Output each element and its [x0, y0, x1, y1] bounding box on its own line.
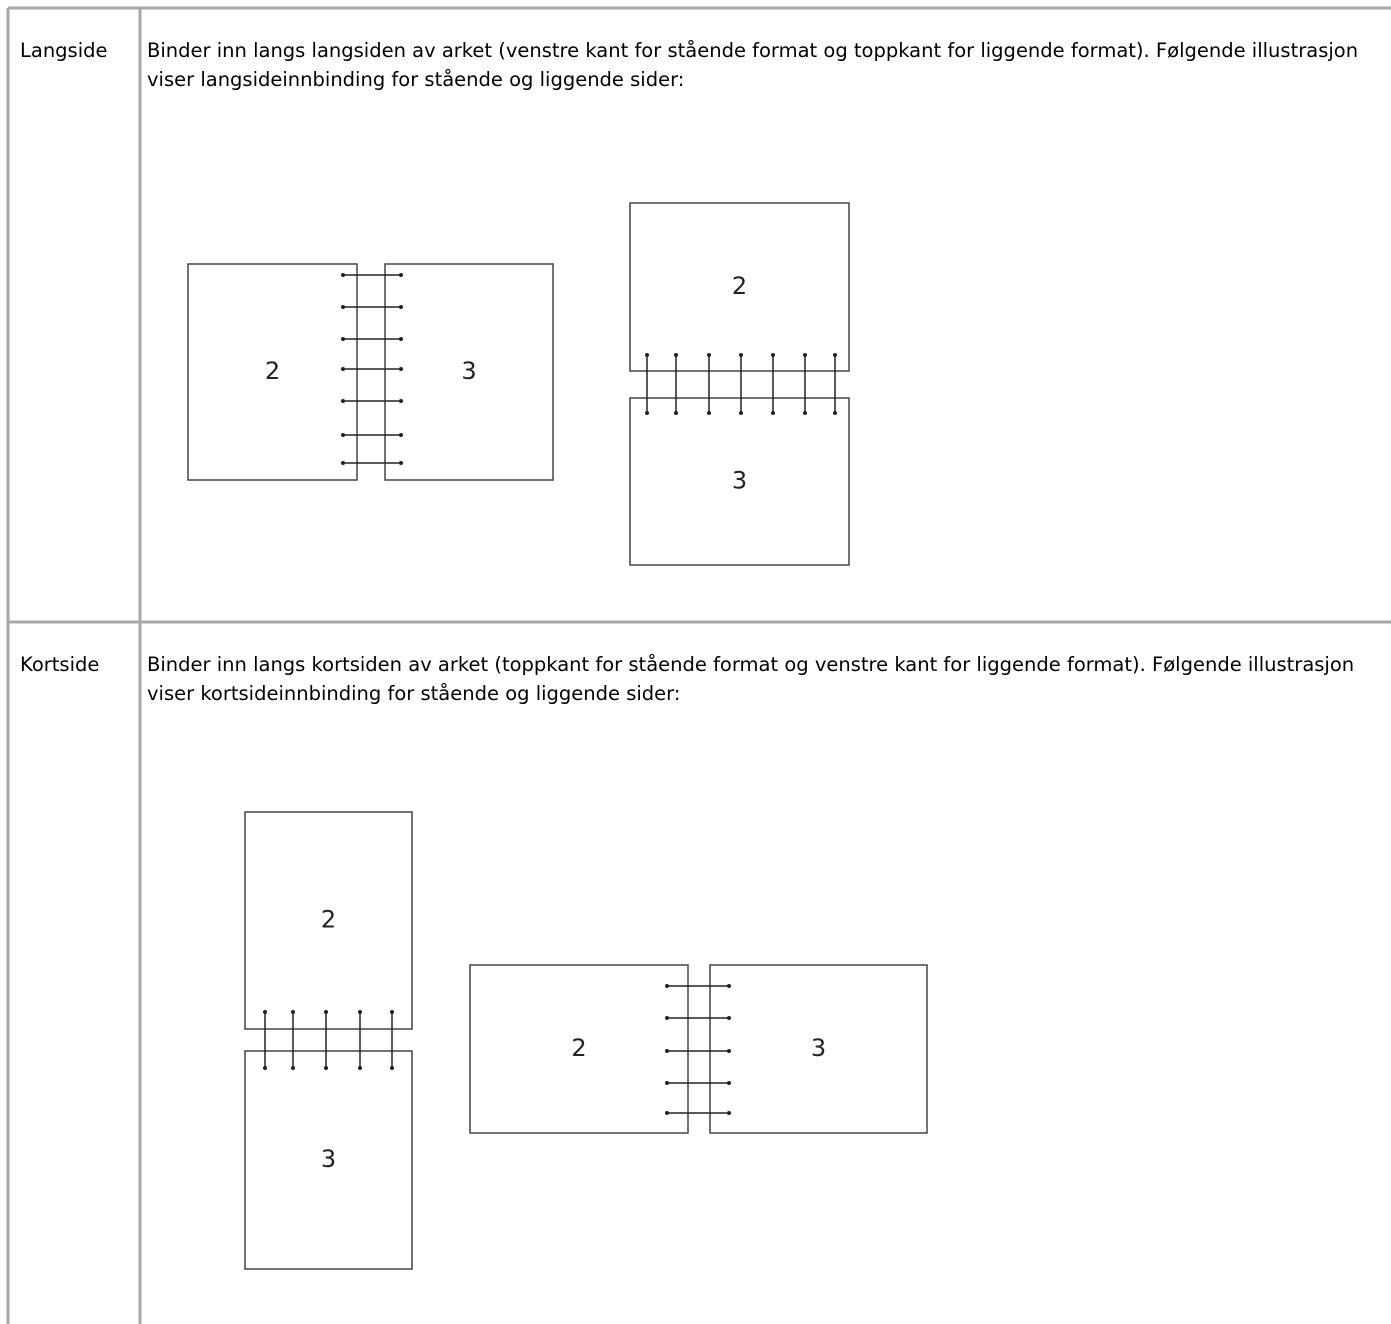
ring-hole: [707, 353, 711, 357]
ring-hole: [665, 984, 669, 988]
ring-hole: [833, 411, 837, 415]
ring-hole: [358, 1066, 362, 1070]
ring-hole: [674, 353, 678, 357]
sheet: [629, 202, 850, 372]
ring-hole: [645, 353, 649, 357]
page-number: 2: [732, 272, 747, 300]
page-number: 3: [321, 1145, 336, 1173]
ring-hole: [399, 305, 403, 309]
ring-hole: [263, 1066, 267, 1070]
page-number: 2: [571, 1034, 586, 1062]
sheet: [469, 964, 689, 1134]
ring-hole: [727, 984, 731, 988]
ring-hole: [727, 1111, 731, 1115]
ring-hole: [399, 433, 403, 437]
page-number: 3: [811, 1034, 826, 1062]
table-borders: [6, 6, 1391, 1324]
ring-hole: [390, 1010, 394, 1014]
ring-hole: [291, 1010, 295, 1014]
page-number: 3: [461, 357, 476, 385]
ring-hole: [358, 1010, 362, 1014]
ring-hole: [341, 337, 345, 341]
row-label: Langside: [20, 39, 108, 62]
ring-hole: [665, 1081, 669, 1085]
page-number: 2: [321, 906, 336, 934]
ring-hole: [399, 367, 403, 371]
ring-hole: [341, 433, 345, 437]
sheet: [709, 964, 928, 1134]
ring-hole: [390, 1066, 394, 1070]
ring-hole: [739, 353, 743, 357]
ring-hole: [291, 1066, 295, 1070]
ring-hole: [399, 399, 403, 403]
ring-hole: [341, 461, 345, 465]
page-number: 2: [265, 357, 280, 385]
sheet: [384, 263, 554, 481]
ring-hole: [674, 411, 678, 415]
ring-hole: [803, 353, 807, 357]
row-label: Kortside: [20, 653, 100, 676]
ring-hole: [263, 1010, 267, 1014]
sheet: [244, 811, 413, 1030]
ring-hole: [341, 399, 345, 403]
ring-hole: [727, 1081, 731, 1085]
sheet: [629, 397, 850, 566]
row-text: Binder inn langs kortsiden av arket (top…: [147, 653, 1355, 705]
ring-hole: [727, 1049, 731, 1053]
ring-hole: [665, 1049, 669, 1053]
ring-hole: [341, 367, 345, 371]
ring-hole: [727, 1016, 731, 1020]
ring-hole: [665, 1111, 669, 1115]
ring-hole: [324, 1066, 328, 1070]
ring-hole: [803, 411, 807, 415]
ring-hole: [771, 353, 775, 357]
ring-hole: [341, 305, 345, 309]
ring-hole: [399, 461, 403, 465]
ring-hole: [399, 337, 403, 341]
ring-hole: [739, 411, 743, 415]
ring-hole: [324, 1010, 328, 1014]
ring-hole: [665, 1016, 669, 1020]
ring-hole: [399, 273, 403, 277]
ring-hole: [833, 353, 837, 357]
page-number: 3: [732, 467, 747, 495]
ring-hole: [771, 411, 775, 415]
row-text: Binder inn langs langsiden av arket (ven…: [147, 39, 1359, 91]
sheet: [187, 263, 358, 481]
sheet: [244, 1050, 413, 1270]
ring-hole: [645, 411, 649, 415]
ring-hole: [341, 273, 345, 277]
ring-hole: [707, 411, 711, 415]
